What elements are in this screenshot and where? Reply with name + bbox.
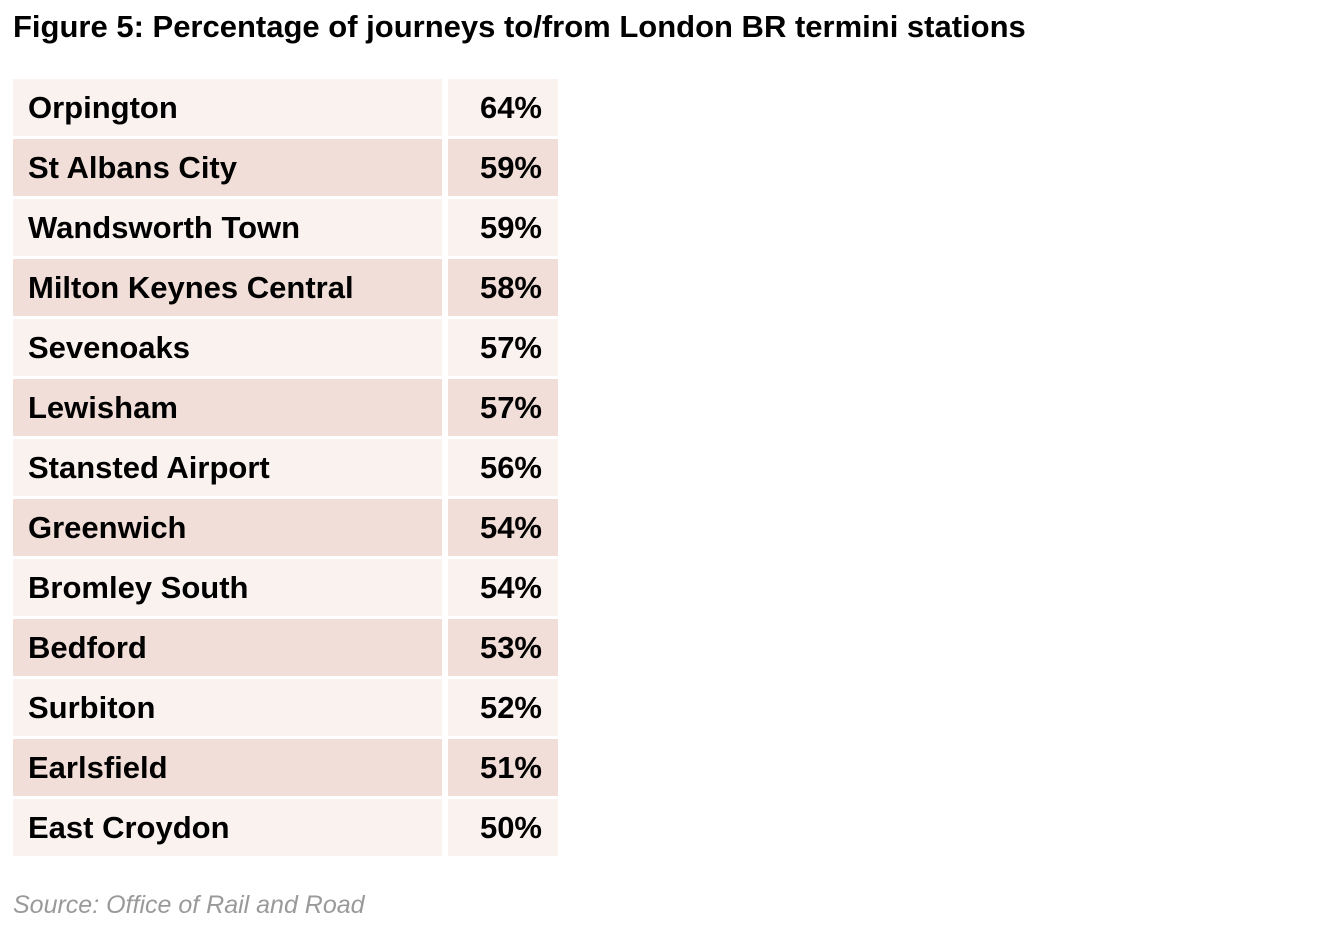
station-percentage: 52%	[448, 679, 558, 736]
station-name: St Albans City	[13, 139, 442, 196]
station-name: Lewisham	[13, 379, 442, 436]
table-row: Orpington 64%	[13, 79, 558, 136]
station-name: Earlsfield	[13, 739, 442, 796]
station-percentage: 53%	[448, 619, 558, 676]
station-name: Milton Keynes Central	[13, 259, 442, 316]
table-row: Stansted Airport 56%	[13, 439, 558, 496]
station-percentage: 64%	[448, 79, 558, 136]
station-percentage: 57%	[448, 379, 558, 436]
station-name: Bromley South	[13, 559, 442, 616]
station-percentage: 59%	[448, 199, 558, 256]
table-row: Bromley South 54%	[13, 559, 558, 616]
station-name: Stansted Airport	[13, 439, 442, 496]
table-row: Bedford 53%	[13, 619, 558, 676]
station-name: Surbiton	[13, 679, 442, 736]
station-percentage: 59%	[448, 139, 558, 196]
station-percentage: 58%	[448, 259, 558, 316]
table-row: Lewisham 57%	[13, 379, 558, 436]
station-name: Orpington	[13, 79, 442, 136]
table-row: St Albans City 59%	[13, 139, 558, 196]
station-percentage: 54%	[448, 559, 558, 616]
table-row: Earlsfield 51%	[13, 739, 558, 796]
source-note: Source: Office of Rail and Road	[13, 891, 365, 919]
stations-table: Orpington 64% St Albans City 59% Wandsworth …	[13, 79, 558, 856]
station-percentage: 56%	[448, 439, 558, 496]
table-row: Greenwich 54%	[13, 499, 558, 556]
table-row: Wandsworth Town 59%	[13, 199, 558, 256]
station-percentage: 54%	[448, 499, 558, 556]
figure-title: Figure 5: Percentage of journeys to/from…	[13, 9, 1026, 44]
station-percentage: 51%	[448, 739, 558, 796]
table-row: Milton Keynes Central 58%	[13, 259, 558, 316]
station-name: East Croydon	[13, 799, 442, 856]
table-row: Sevenoaks 57%	[13, 319, 558, 376]
station-name: Wandsworth Town	[13, 199, 442, 256]
station-percentage: 50%	[448, 799, 558, 856]
station-name: Bedford	[13, 619, 442, 676]
station-name: Greenwich	[13, 499, 442, 556]
table-row: East Croydon 50%	[13, 799, 558, 856]
table-row: Surbiton 52%	[13, 679, 558, 736]
station-percentage: 57%	[448, 319, 558, 376]
station-name: Sevenoaks	[13, 319, 442, 376]
